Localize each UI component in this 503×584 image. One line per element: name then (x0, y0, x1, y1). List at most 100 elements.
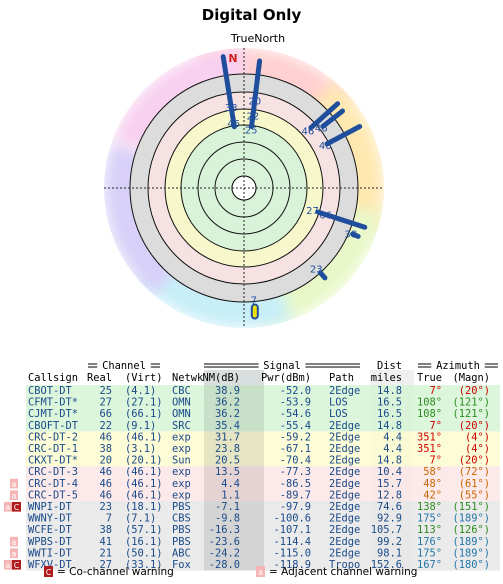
station-bar (350, 231, 361, 239)
netwk-cell: SRC (172, 420, 191, 432)
callsign-cell: CRC-DT-1 (28, 443, 78, 455)
nm-cell: 35.4 (215, 420, 240, 432)
magn-azimuth-cell: (55°) (459, 489, 490, 501)
nm-cell: 23.8 (215, 443, 240, 455)
nm-cell: 1.1 (221, 489, 240, 501)
netwk-cell: CBS (172, 513, 191, 525)
real-cell: 23 (99, 501, 112, 513)
magn-azimuth-cell: (20°) (459, 385, 490, 397)
path-cell: LOS (329, 397, 348, 409)
station-channel-label: 22 (247, 112, 260, 123)
pwr-cell: -115.0 (273, 547, 311, 559)
callsign-cell: WWTI-DT (28, 547, 73, 559)
nm-cell: 38.9 (215, 385, 240, 397)
real-cell: 21 (99, 547, 112, 559)
pwr-cell: -52.0 (280, 385, 311, 397)
virt-cell: (4.1) (125, 385, 156, 397)
station-bar (320, 108, 346, 129)
true-azimuth-cell: 108° (417, 397, 442, 409)
adjacent-warning-icon (4, 560, 12, 570)
virt-cell: (50.1) (125, 547, 163, 559)
virt-cell: (7.1) (125, 513, 156, 525)
path-cell: 2Edge (329, 431, 360, 443)
adjacent-warning-icon (10, 548, 18, 558)
true-header: True (417, 372, 442, 384)
dist-cell: 152.6 (371, 559, 402, 571)
virt-cell: (46.1) (125, 431, 163, 443)
magn-azimuth-cell: (4°) (465, 443, 490, 455)
group-header-bg (258, 360, 306, 370)
path-cell: 2Edge (329, 536, 360, 548)
nm-cell: -28.0 (209, 559, 240, 571)
callsign-cell: CRC-DT-5 (28, 489, 78, 501)
virt-header: (Virt) (125, 372, 163, 384)
real-cell: 46 (99, 466, 112, 478)
table-row (26, 559, 500, 571)
path-cell: 2Edge (329, 455, 360, 467)
true-azimuth-cell: 175° (417, 513, 442, 525)
nm-cell-shade (204, 547, 264, 559)
table-row (26, 443, 500, 455)
table-row (26, 477, 500, 490)
netwk-cell: PBS (172, 501, 191, 513)
station-bar (308, 101, 341, 131)
station-bar (220, 54, 237, 130)
callsign-cell: WWNY-DT (28, 513, 73, 525)
pwr-cell: -77.3 (280, 466, 311, 478)
path-cell: LOS (329, 408, 348, 420)
netwk-cell: OMN (172, 408, 191, 420)
compass-label: TrueNorth (230, 32, 285, 45)
adjacent-warning-glyph: a (12, 549, 17, 558)
real-cell: 46 (99, 431, 112, 443)
callsign-cell: CFMT-DT* (28, 397, 78, 409)
dist-cell: 98.1 (377, 547, 402, 559)
legend-cochannel-text: = Co-channel warning (57, 566, 174, 578)
path-header: Path (329, 372, 354, 384)
true-azimuth-cell: 42° (423, 489, 442, 501)
virt-cell: (3.1) (125, 443, 156, 455)
nm-cell-shade (204, 443, 264, 455)
true-azimuth-cell: 58° (423, 466, 442, 478)
netwk-cell: exp (172, 466, 191, 478)
callsign-cell: WPBS-DT (28, 536, 73, 548)
nm-cell-shade (204, 454, 264, 467)
dist-cell: 14.8 (377, 455, 402, 467)
real-cell: 25 (99, 385, 112, 397)
station-channel-label: 38 (344, 229, 357, 240)
pwr-cell: -59.2 (280, 431, 311, 443)
dist-cell: 92.9 (377, 513, 402, 525)
pwr-cell: -97.9 (280, 501, 311, 513)
virt-cell: (9.1) (125, 420, 156, 432)
adjacent-warning-glyph: a (12, 538, 17, 547)
north-marker: N (228, 52, 237, 65)
callsign-cell: CRC-DT-2 (28, 431, 78, 443)
dist-cell: 12.8 (377, 489, 402, 501)
adjacent-warning-icon (10, 478, 18, 489)
magn-azimuth-cell: (20°) (459, 420, 490, 432)
real-cell: 27 (99, 559, 112, 571)
magn-azimuth-cell: (121°) (452, 397, 490, 409)
real-cell: 22 (99, 420, 112, 432)
table-row (26, 535, 500, 548)
path-cell: 2Edge (329, 420, 360, 432)
callsign-cell: CRC-DT-4 (28, 478, 78, 490)
station-channel-label: 27 (306, 206, 319, 217)
nm-cell-shade (204, 477, 264, 490)
station-channel-label: 38 (225, 103, 238, 114)
nm-cell-shade (204, 431, 264, 443)
cochannel-warning-glyph: C (14, 503, 20, 512)
netwk-cell: Fox (172, 559, 191, 571)
adjacent-warning-icon (10, 490, 18, 500)
real-cell: 38 (99, 443, 112, 455)
dist-cell: 74.6 (377, 501, 402, 513)
azimuth-group-header: Azimuth (436, 360, 480, 372)
dist-cell: 15.7 (377, 478, 402, 490)
magn-azimuth-cell: (20°) (459, 455, 490, 467)
true-azimuth-cell: 167° (417, 559, 442, 571)
netwk-cell: exp (172, 478, 191, 490)
true-azimuth-cell: 351° (417, 443, 442, 455)
path-cell: Tropo (329, 559, 360, 571)
dist-cell: 4.4 (383, 431, 402, 443)
true-azimuth-cell: 113° (417, 524, 442, 536)
table-row (26, 512, 500, 525)
